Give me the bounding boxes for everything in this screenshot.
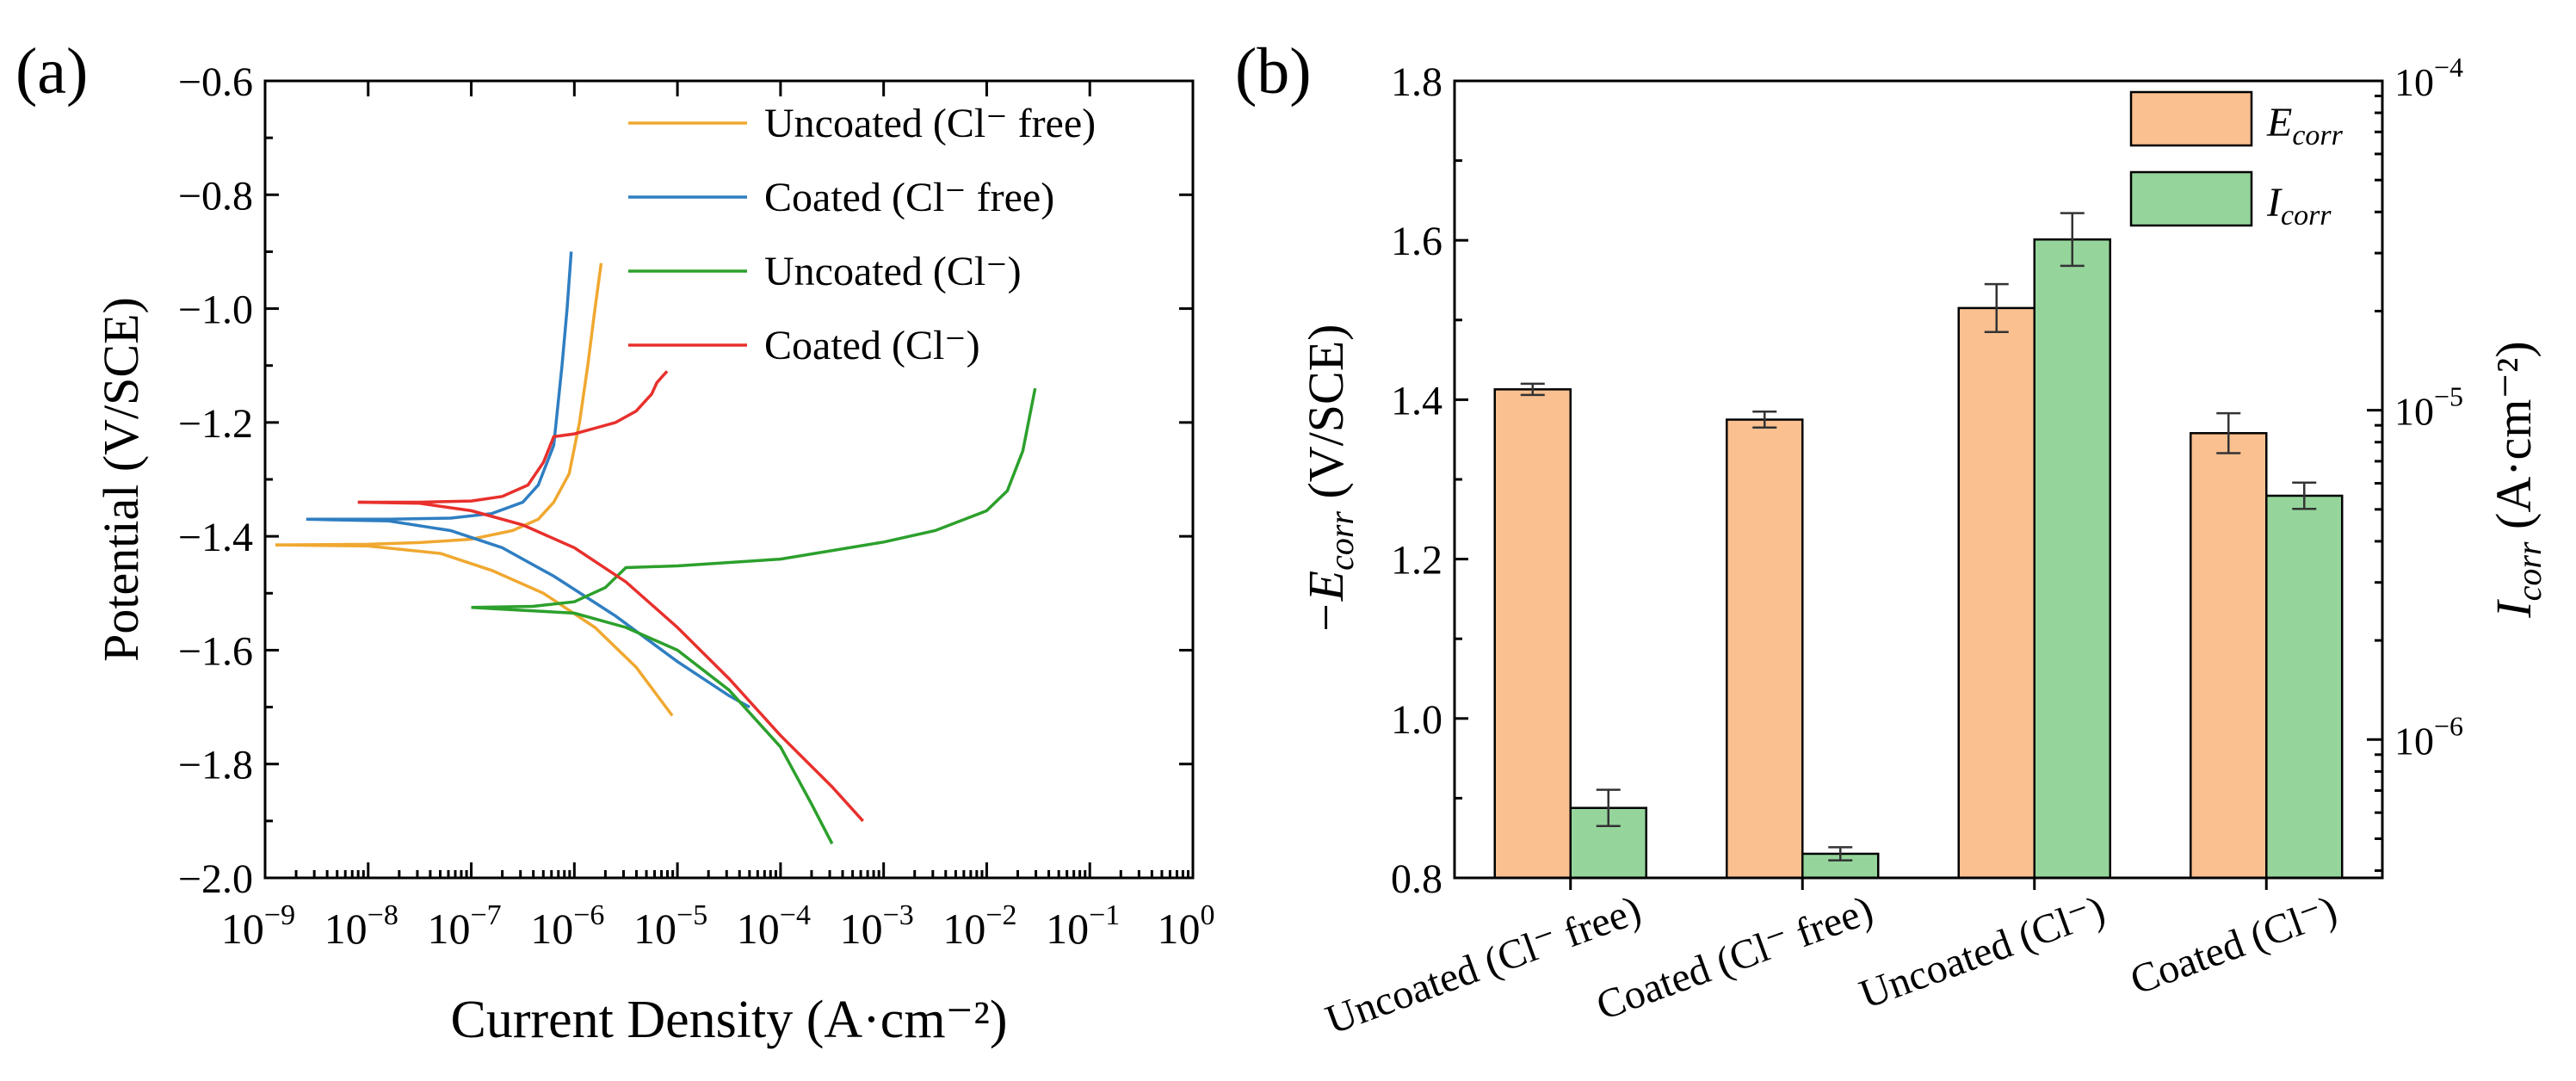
bar-ecorr bbox=[1493, 388, 1572, 880]
panel-a-y-tick-label: −1.4 bbox=[178, 515, 253, 560]
panel-a-y-ticks: −0.6 −0.8 −1.0 −1.2 −1.4 −1.6 −1.8 −2.0 bbox=[178, 59, 1193, 902]
curve-uncoated-cl-cathodic bbox=[471, 606, 834, 845]
panel-a-x-tick-label: 10−8 bbox=[324, 899, 398, 953]
panel-b-left-y-tick-label: 1.8 bbox=[1391, 59, 1442, 105]
curve-coated-cl-cathodic bbox=[357, 500, 864, 823]
legend-label-coated-cl-free: Coated (Cl⁻ free) bbox=[764, 175, 1054, 220]
legend-label-ecorr: Ecorr bbox=[2266, 100, 2344, 151]
panel-a-x-tick-label: 10−4 bbox=[737, 899, 811, 953]
panel-a-x-tick-label: 10−2 bbox=[942, 899, 1016, 953]
legend-swatch-ecorr bbox=[2129, 90, 2253, 147]
panel-a-x-tick-label: 10−6 bbox=[530, 899, 604, 953]
panel-b-left-y-ticks: 0.8 1.0 1.2 1.4 1.6 1.8 bbox=[1391, 59, 1468, 902]
panel-b: (b) 0.8 1.0 1.2 1.4 1.6 1.8 10−6 10−5 10−4 Unco… bbox=[1235, 35, 2548, 1043]
panel-b-label: (b) bbox=[1235, 35, 1312, 108]
panel-b-category-label: Uncoated (Cl⁻ free) bbox=[1319, 887, 1646, 1044]
panel-a-x-tick-label: 10−3 bbox=[840, 899, 914, 953]
panel-a-y-axis-label: Potential (V/SCE) bbox=[93, 297, 149, 662]
panel-a-y-tick-label: −1.2 bbox=[178, 401, 253, 447]
panel-b-left-y-tick-label: 1.4 bbox=[1391, 378, 1442, 423]
curve-coated-cl-free-anodic bbox=[306, 251, 573, 522]
curve-coated-cl-free-cathodic bbox=[306, 517, 751, 709]
legend-label-uncoated-cl: Uncoated (Cl⁻) bbox=[764, 249, 1022, 294]
panel-b-legend: Ecorr Icorr bbox=[2129, 90, 2344, 232]
panel-b-right-y-axis-label: Icorr (A·cm⁻²) bbox=[2486, 341, 2548, 618]
panel-b-bars bbox=[1493, 238, 2344, 880]
panel-b-left-y-tick-label: 1.0 bbox=[1391, 697, 1442, 743]
bar-ecorr bbox=[2190, 432, 2268, 880]
panel-a: (a) −0.6 −0.8 −1.0 −1.2 −1.4 −1.6 −1.8 −2.0 10−… bbox=[15, 35, 1215, 1049]
panel-b-category-label: Uncoated (Cl⁻) bbox=[1854, 887, 2111, 1018]
panel-a-y-tick-label: −1.6 bbox=[178, 628, 253, 674]
panel-a-x-ticks: 10−9 10−8 10−7 10−6 10−5 10−4 10−3 10−2 10−1 100 bbox=[221, 81, 1215, 953]
panel-b-right-y-tick-label: 10−4 bbox=[2394, 52, 2463, 104]
panel-a-x-axis-label: Current Density (A·cm⁻²) bbox=[450, 991, 1007, 1049]
panel-a-legend: Uncoated (Cl⁻ free) Coated (Cl⁻ free) Un… bbox=[628, 101, 1096, 368]
panel-b-right-y-tick-label: 10−5 bbox=[2394, 381, 2463, 434]
panel-a-label: (a) bbox=[15, 35, 88, 108]
panel-b-left-y-tick-label: 1.2 bbox=[1391, 538, 1442, 584]
bar-icorr bbox=[2033, 238, 2111, 880]
curve-coated-cl-anodic bbox=[357, 370, 669, 504]
panel-b-left-y-tick-label: 0.8 bbox=[1391, 856, 1442, 902]
panel-a-y-tick-label: −2.0 bbox=[178, 856, 253, 902]
panel-a-x-tick-label: 100 bbox=[1158, 899, 1215, 953]
panel-a-x-tick-label: 10−9 bbox=[221, 899, 295, 953]
panel-b-left-y-axis-label: −Ecorr (V/SCE) bbox=[1298, 324, 1361, 635]
panel-b-right-y-tick-label: 10−6 bbox=[2394, 710, 2463, 763]
panel-b-category-labels: Uncoated (Cl⁻ free)Coated (Cl⁻ free)Unco… bbox=[1319, 878, 2343, 1043]
legend-label-coated-cl: Coated (Cl⁻) bbox=[764, 323, 980, 368]
panel-a-y-tick-label: −0.6 bbox=[178, 59, 253, 105]
curve-uncoated-cl-free-cathodic bbox=[275, 543, 674, 717]
panel-a-y-tick-label: −1.0 bbox=[178, 287, 253, 333]
panel-b-error-bars bbox=[1520, 212, 2317, 862]
curve-uncoated-cl-anodic bbox=[471, 387, 1037, 609]
curve-uncoated-cl-free-anodic bbox=[275, 263, 603, 547]
panel-a-x-tick-label: 10−1 bbox=[1046, 899, 1120, 953]
panel-b-right-y-ticks: 10−6 10−5 10−4 bbox=[2367, 52, 2463, 873]
panel-b-left-y-tick-label: 1.6 bbox=[1391, 219, 1442, 264]
legend-swatch-icorr bbox=[2129, 170, 2253, 227]
panel-a-x-tick-label: 10−7 bbox=[427, 899, 501, 953]
legend-label-icorr: Icorr bbox=[2266, 180, 2332, 232]
bar-ecorr bbox=[1957, 306, 2035, 880]
bar-icorr bbox=[2265, 494, 2344, 880]
legend-label-uncoated-cl-free: Uncoated (Cl⁻ free) bbox=[764, 101, 1096, 146]
panel-b-category-label: Coated (Cl⁻) bbox=[2124, 887, 2343, 1004]
panel-a-y-tick-label: −0.8 bbox=[178, 173, 253, 219]
panel-a-y-tick-label: −1.8 bbox=[178, 743, 253, 788]
bar-ecorr bbox=[1726, 418, 1804, 880]
panel-a-curves bbox=[275, 251, 1037, 845]
panel-a-x-tick-label: 10−5 bbox=[633, 899, 707, 953]
